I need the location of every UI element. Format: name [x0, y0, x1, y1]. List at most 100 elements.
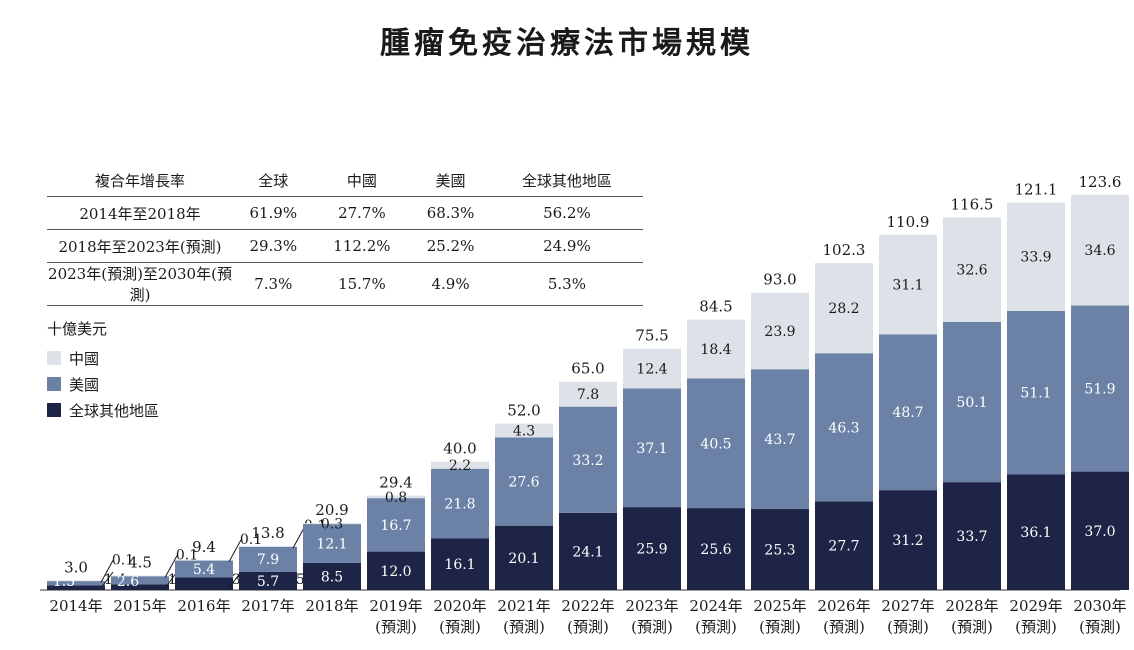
bar-segment-china	[815, 262, 873, 354]
x-tick-label: 2017年	[241, 597, 294, 615]
segment-label: 0.1	[240, 532, 262, 548]
segment-label: 25.6	[700, 542, 731, 558]
segment-label: 12.4	[636, 362, 667, 378]
cagr-header: 全球其他地區	[521, 171, 612, 190]
total-label: 93.0	[763, 271, 796, 289]
bar-segment-rest-of-world	[1007, 474, 1065, 590]
legend-swatch	[47, 377, 61, 391]
segment-label: 5.4	[193, 562, 215, 578]
segment-label: 33.2	[572, 453, 603, 469]
segment-label: 51.9	[1084, 382, 1115, 398]
x-tick-label: (預測)	[439, 618, 481, 636]
segment-label: 1.5	[53, 574, 75, 590]
total-label: 102.3	[823, 241, 866, 259]
segment-label: 2.6	[117, 574, 139, 590]
bar-segment-usa	[367, 498, 425, 552]
x-tick-label: 2029年	[1009, 597, 1062, 615]
chart-title: 腫瘤免疫治療法市場規模	[380, 26, 754, 61]
legend-item-china: 中國	[47, 345, 159, 371]
cagr-row: 2018年至2023年(預測) 29.3% 112.2% 25.2% 24.9%	[47, 230, 643, 263]
bar-segment-rest-of-world	[687, 508, 745, 590]
x-tick-label: 2030年	[1073, 597, 1126, 615]
legend-item-rest-of-world: 全球其他地區	[47, 397, 159, 423]
cagr-row: 2014年至2018年 61.9% 27.7% 68.3% 56.2%	[47, 197, 643, 230]
segment-label: 8.5	[321, 569, 343, 585]
total-label: 9.4	[192, 538, 216, 556]
bar-segment-china	[559, 381, 617, 407]
segment-label: 24.1	[572, 544, 603, 560]
segment-label: 33.7	[956, 529, 987, 545]
bar-segment-china	[239, 546, 297, 547]
bar-segment-usa	[879, 334, 937, 491]
cagr-header-row: 複合年增長率 全球 中國 美國 全球其他地區	[47, 164, 643, 197]
total-label: 123.6	[1079, 173, 1122, 191]
x-tick-label: (預測)	[1015, 618, 1057, 636]
cagr-cell: 7.3%	[254, 275, 293, 293]
x-tick-label: 2027年	[881, 597, 934, 615]
x-tick-label: 2023年	[625, 597, 678, 615]
bar-segment-china	[623, 348, 681, 389]
cagr-header: 中國	[346, 171, 377, 190]
total-label: 4.5	[128, 554, 152, 572]
bar-segment-china	[1007, 202, 1065, 311]
bar-segment-rest-of-world	[751, 509, 809, 590]
x-tick-label: 2025年	[753, 597, 806, 615]
bar-segment-rest-of-world	[815, 501, 873, 590]
bar-segment-rest-of-world	[239, 571, 297, 590]
bar-segment-china	[943, 217, 1001, 322]
segment-label: 12.1	[316, 536, 347, 552]
bar-segment-rest-of-world	[559, 512, 617, 590]
legend-label: 中國	[69, 349, 100, 368]
bar-segment-usa	[111, 575, 169, 585]
x-tick-label: (預測)	[759, 618, 801, 636]
total-label: 40.0	[443, 440, 476, 458]
segment-label: 48.7	[892, 405, 923, 421]
segment-label: 34.6	[1084, 243, 1115, 259]
segment-label: 0.1	[176, 548, 198, 564]
cagr-cell: 68.3%	[426, 204, 475, 222]
x-tick-label: (預測)	[375, 618, 417, 636]
x-tick-label: (預測)	[1079, 618, 1121, 636]
bar-segment-rest-of-world	[303, 562, 361, 590]
segment-label: 7.8	[577, 387, 599, 403]
segment-label: 25.3	[764, 543, 795, 559]
cagr-header: 複合年增長率	[94, 171, 185, 190]
cagr-cell: 61.9%	[249, 204, 298, 222]
segment-label: 4.3	[513, 423, 535, 439]
bar-segment-rest-of-world	[367, 551, 425, 590]
x-tick-label: (預測)	[503, 618, 545, 636]
total-label: 121.1	[1015, 180, 1058, 198]
segment-label: 37.0	[1084, 524, 1115, 540]
x-tick-label: 2022年	[561, 597, 614, 615]
total-label: 65.0	[571, 360, 604, 378]
bar-segment-usa	[1007, 310, 1065, 475]
x-tick-label: 2015年	[113, 597, 166, 615]
legend-swatch	[47, 403, 61, 417]
x-tick-label: (預測)	[631, 618, 673, 636]
legend-item-usa: 美國	[47, 371, 159, 397]
bar-segment-usa	[815, 353, 873, 502]
bar-segment-usa	[431, 468, 489, 539]
segment-label: 31.2	[892, 533, 923, 549]
segment-label: 7.9	[257, 552, 279, 568]
leader-line	[164, 555, 178, 578]
bar-segment-usa	[495, 437, 553, 526]
bar-segment-rest-of-world	[879, 490, 937, 590]
bar-segment-rest-of-world	[431, 538, 489, 590]
cagr-cell: 5.3%	[547, 275, 586, 293]
bar-segment-usa	[943, 321, 1001, 483]
total-label: 29.4	[379, 474, 412, 492]
bar-segment-china	[495, 423, 553, 438]
total-label: 110.9	[887, 213, 930, 231]
segment-label: 0.1	[112, 552, 134, 568]
segment-label: 12.0	[380, 564, 411, 580]
cagr-row: 2023年(預測)至2030年(預測) 7.3% 15.7% 4.9% 5.3%	[47, 263, 643, 306]
segment-label: 25.9	[636, 542, 667, 558]
bar-segment-rest-of-world	[1071, 471, 1129, 590]
x-tick-label: 2014年	[49, 597, 102, 615]
legend-label: 全球其他地區	[69, 401, 160, 420]
cagr-cell: 112.2%	[333, 237, 391, 255]
bar-segment-china	[879, 234, 937, 335]
bar-segment-china	[751, 292, 809, 370]
segment-label: 21.8	[444, 497, 475, 513]
